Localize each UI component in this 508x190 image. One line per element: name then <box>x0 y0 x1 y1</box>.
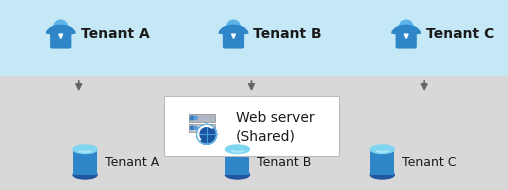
FancyBboxPatch shape <box>396 32 417 49</box>
Ellipse shape <box>370 170 394 179</box>
Bar <box>226 149 249 175</box>
Circle shape <box>197 124 216 144</box>
Bar <box>73 149 97 175</box>
Polygon shape <box>404 34 408 38</box>
Text: (Shared): (Shared) <box>236 129 296 143</box>
Circle shape <box>194 116 197 120</box>
FancyBboxPatch shape <box>189 114 215 122</box>
Bar <box>0 0 508 76</box>
Text: Web server: Web server <box>236 111 314 125</box>
FancyBboxPatch shape <box>164 96 339 156</box>
FancyBboxPatch shape <box>50 32 72 49</box>
Circle shape <box>190 126 194 130</box>
Bar <box>0 76 508 190</box>
Ellipse shape <box>370 145 394 154</box>
FancyBboxPatch shape <box>189 124 215 132</box>
Ellipse shape <box>226 170 249 179</box>
Ellipse shape <box>73 145 97 154</box>
Text: Tenant C: Tenant C <box>402 155 457 169</box>
Bar <box>370 149 394 175</box>
Text: Tenant B: Tenant B <box>258 155 312 169</box>
Text: Tenant A: Tenant A <box>81 27 149 41</box>
Text: Tenant C: Tenant C <box>426 27 494 41</box>
Circle shape <box>194 126 197 129</box>
Circle shape <box>399 20 413 34</box>
Circle shape <box>54 20 68 34</box>
Polygon shape <box>59 34 62 38</box>
Ellipse shape <box>73 170 97 179</box>
Text: Tenant B: Tenant B <box>253 27 322 41</box>
Text: Tenant A: Tenant A <box>105 155 160 169</box>
FancyBboxPatch shape <box>223 32 244 49</box>
Polygon shape <box>232 34 235 38</box>
Circle shape <box>227 20 240 34</box>
Circle shape <box>190 116 194 120</box>
Ellipse shape <box>226 145 249 154</box>
